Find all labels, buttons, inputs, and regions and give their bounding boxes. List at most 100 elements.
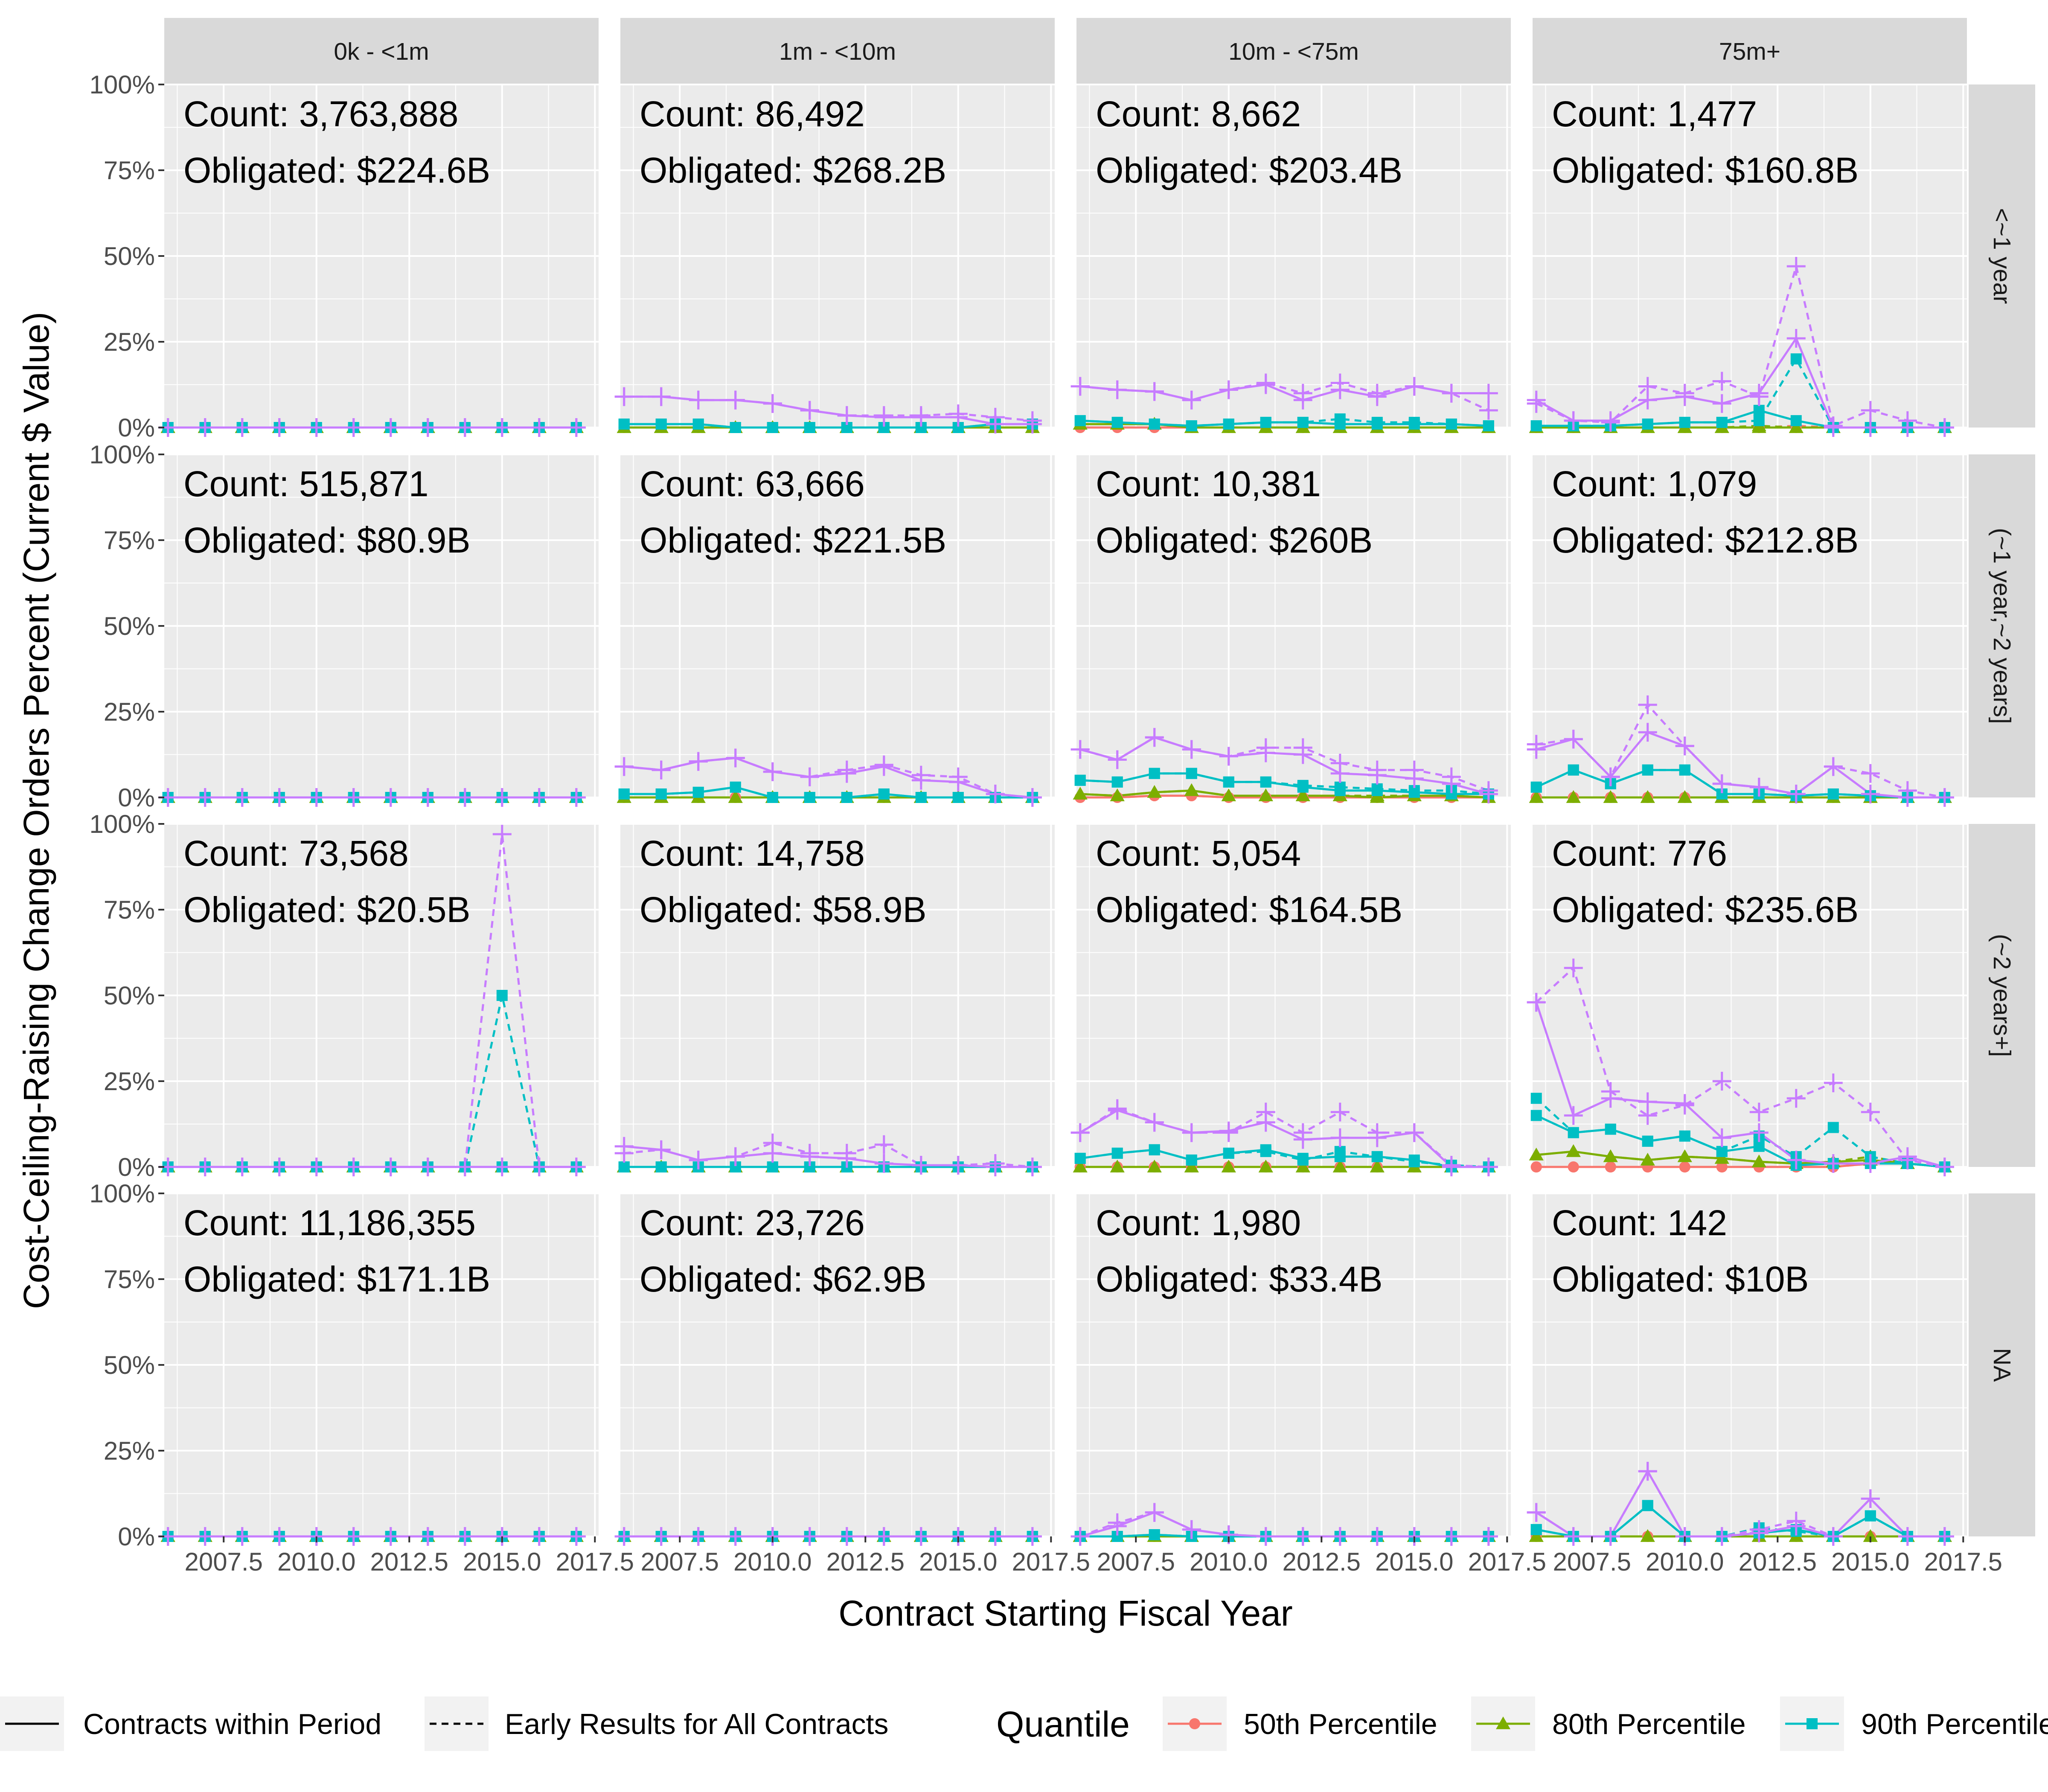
p95-point [418,1527,437,1546]
p90-point [1371,1151,1383,1162]
p95-point [1749,387,1769,406]
p95-point [1749,1123,1769,1142]
p50-point [1716,1161,1728,1172]
p95-point [1367,384,1387,403]
p80-point [1640,1529,1655,1542]
p90-point [1679,1130,1690,1142]
p95-point [1601,767,1620,786]
row-strip-label: (~2 years+] [1988,934,2016,1057]
p90-point [1408,416,1420,428]
p95-point [1023,788,1042,807]
p95-point [1786,784,1806,803]
p95-point [1786,1511,1806,1530]
p95-point [1638,1106,1657,1125]
p90-point [1186,1154,1197,1166]
p95-point [1330,1527,1350,1546]
p95-point [1601,1527,1620,1546]
obligated-annotation: Obligated: $160.8B [1552,150,1859,190]
obligated-annotation: Obligated: $235.6B [1552,890,1859,930]
p95-point [1527,1503,1546,1522]
count-annotation: Count: 14,758 [640,833,865,873]
p95-point [1786,257,1806,276]
p90-point [1149,1144,1160,1155]
p80-point [1221,788,1236,801]
p95-point [911,406,931,425]
p95-point [1898,411,1917,430]
legend-label-p90: 90th Percentile [1861,1708,2048,1740]
p80-point [1073,786,1088,800]
p95-early-results-line [624,757,1033,799]
p80-point [1370,1160,1385,1172]
p95-point [270,788,289,807]
p95-point [1479,1158,1498,1176]
p95-point [307,418,326,437]
p80-point [1332,1160,1347,1172]
p95-point [1898,1527,1917,1546]
p95-point [948,1155,968,1175]
p95-point [1935,418,1954,437]
p95-point [1256,373,1275,393]
x-tick-label: 2010.0 [277,1548,356,1576]
obligated-annotation: Obligated: $58.9B [640,890,927,930]
p90-point [1074,774,1086,786]
p95-point [270,1158,289,1176]
x-tick-label: 2015.0 [1831,1548,1910,1576]
p95-point [837,406,856,425]
row-strip [1969,454,2035,797]
p95-point [344,1527,363,1546]
p95-point [911,1155,931,1175]
p95-point [1601,1082,1620,1101]
y-tick-label: 100% [90,440,155,469]
p90-point [1334,413,1346,425]
p90-point [1111,416,1123,428]
p95-point [1219,1123,1238,1142]
p90-point [1111,776,1123,788]
p90-point [1186,420,1197,431]
row-strip-label: NA [1988,1348,2016,1382]
p80-point [1603,790,1618,803]
p95-point [1367,1123,1387,1142]
p95-point [1219,380,1238,399]
count-annotation: Count: 1,980 [1096,1203,1301,1243]
p90-point [1149,418,1160,430]
p80-point [1640,790,1655,803]
p95-point [1712,1128,1731,1147]
p95-point [726,390,745,410]
p95-point [1749,1103,1769,1122]
p90-point [1446,418,1457,430]
p95-early-results-line [1536,704,1945,799]
x-tick-label: 2017.5 [1468,1548,1547,1576]
p90-point [730,781,741,793]
p90-point [1642,1135,1653,1147]
obligated-annotation: Obligated: $20.5B [183,890,471,930]
p95-point [1145,1113,1164,1132]
p95-point [1219,747,1238,766]
p80-point [1221,1160,1236,1172]
p90-early-results-line [624,786,1033,799]
p95-early-results-line [1080,736,1489,792]
p90-point [1334,1146,1346,1157]
p95-point [1824,1073,1843,1093]
p95-point [800,767,819,786]
p95-point [1675,736,1694,756]
p90-point [1679,764,1690,776]
obligated-annotation: Obligated: $164.5B [1096,890,1402,930]
p90-point [1260,416,1271,428]
x-tick-label: 2015.0 [463,1548,541,1576]
x-tick-label: 2010.0 [1190,1548,1268,1576]
p90-point [1827,788,1839,800]
p95-point [800,1143,819,1163]
p95-point [1935,1158,1954,1176]
p95-point [689,752,708,771]
p80-point [1529,1147,1544,1161]
p90-point [730,422,741,433]
p90-point [618,788,630,800]
p90-point [1865,1510,1876,1521]
obligated-annotation: Obligated: $260B [1096,520,1373,560]
p95-point [874,755,893,774]
obligated-annotation: Obligated: $224.6B [183,150,490,190]
column-strip-label: 10m - <75m [1228,38,1359,65]
p95-point [1564,958,1583,977]
x-tick-label: 2015.0 [1375,1548,1454,1576]
